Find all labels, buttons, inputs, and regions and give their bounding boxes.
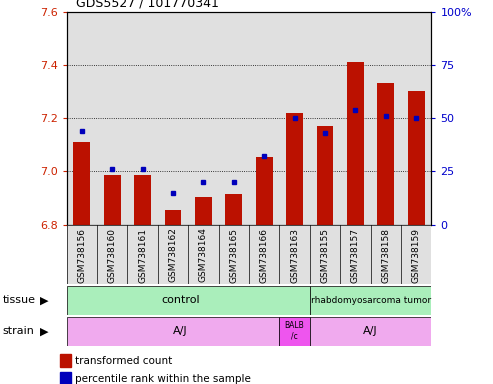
Text: GSM738158: GSM738158 [381, 228, 390, 283]
Text: strain: strain [2, 326, 35, 336]
Text: A/J: A/J [173, 326, 188, 336]
Bar [188, 225, 218, 284]
Text: tissue: tissue [2, 295, 35, 306]
Bar [371, 12, 401, 225]
Bar [165, 210, 181, 225]
Bar [67, 317, 280, 346]
Bar [127, 225, 158, 284]
Text: GSM738161: GSM738161 [138, 228, 147, 283]
Bar [249, 12, 280, 225]
Bar [249, 225, 280, 284]
Bar [347, 62, 364, 225]
Bar [127, 12, 158, 225]
Bar [256, 157, 273, 225]
Bar [158, 225, 188, 284]
Bar [401, 12, 431, 225]
Bar [67, 225, 97, 284]
Text: GSM738162: GSM738162 [169, 228, 177, 283]
Text: A/J: A/J [363, 326, 378, 336]
Bar [408, 91, 424, 225]
Text: BALB
/c: BALB /c [284, 321, 305, 341]
Bar [61, 372, 71, 384]
Text: GSM738165: GSM738165 [229, 228, 238, 283]
Bar [218, 12, 249, 225]
Text: GSM738159: GSM738159 [412, 228, 421, 283]
Text: GSM738164: GSM738164 [199, 228, 208, 283]
Text: GSM738157: GSM738157 [351, 228, 360, 283]
Bar [317, 126, 333, 225]
Bar [286, 113, 303, 225]
Bar [67, 12, 97, 225]
Text: control: control [161, 295, 200, 306]
Text: GSM738163: GSM738163 [290, 228, 299, 283]
Bar [310, 286, 431, 315]
Bar [188, 12, 218, 225]
Bar [371, 225, 401, 284]
Text: GSM738156: GSM738156 [77, 228, 86, 283]
Bar [310, 12, 340, 225]
Bar [73, 142, 90, 225]
Bar [401, 225, 431, 284]
Text: rhabdomyosarcoma tumor: rhabdomyosarcoma tumor [311, 296, 430, 305]
Bar [104, 175, 120, 225]
Bar [280, 317, 310, 346]
Bar [134, 175, 151, 225]
Bar [218, 225, 249, 284]
Text: GDS5527 / 101770341: GDS5527 / 101770341 [76, 0, 219, 10]
Text: GSM738166: GSM738166 [260, 228, 269, 283]
Bar [67, 286, 310, 315]
Text: GSM738155: GSM738155 [320, 228, 329, 283]
Text: ▶: ▶ [40, 295, 49, 306]
Bar [310, 317, 431, 346]
Text: percentile rank within the sample: percentile rank within the sample [75, 374, 251, 384]
Bar [340, 12, 371, 225]
Bar [97, 12, 127, 225]
Bar [378, 83, 394, 225]
Text: GSM738160: GSM738160 [107, 228, 117, 283]
Bar [340, 225, 371, 284]
Bar [61, 354, 71, 367]
Text: ▶: ▶ [40, 326, 49, 336]
Bar [97, 225, 127, 284]
Bar [225, 194, 242, 225]
Bar [158, 12, 188, 225]
Text: transformed count: transformed count [75, 356, 173, 366]
Bar [280, 12, 310, 225]
Bar [195, 197, 211, 225]
Bar [280, 225, 310, 284]
Bar [310, 225, 340, 284]
